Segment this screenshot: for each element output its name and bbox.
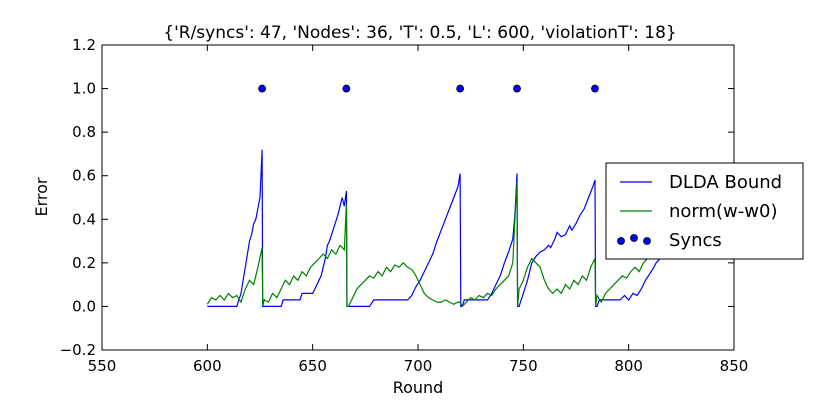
sync-point [456,84,465,93]
sync-point [342,84,351,93]
y-tick-label: 0.6 [72,167,96,185]
legend: DLDA Bound norm(w-w0) Syncs [605,162,804,260]
series-layer [206,84,661,308]
y-tick-label: 0.4 [72,210,96,228]
legend-swatch-dot [617,237,625,245]
legend-label: Syncs [669,230,722,251]
x-tick-label: 800 [614,357,643,375]
x-tick-label: 700 [404,357,433,375]
x-tick-label: 600 [193,357,222,375]
x-tick-label: 550 [88,357,117,375]
x-tick-label: 850 [720,357,749,375]
y-tick-label: −0.2 [60,341,96,359]
sync-point [591,84,599,93]
tick-labels: 550 600 650 700 750 800 850 −0.2 0.0 0.2 0.4 0.6 0.8… [60,36,749,375]
legend-swatch-dot [643,237,651,245]
x-tick-label: 650 [298,357,327,375]
sync-point [513,84,521,93]
series-line-dlda-bound [207,149,661,307]
chart-title: {'R/syncs': 47, 'Nodes': 36, 'T': 0.5, '… [163,23,676,43]
y-tick-label: 0.0 [72,297,96,315]
x-axis-label: Round [393,378,444,397]
x-tick-label: 750 [509,357,538,375]
series-line-norm-w-w0- [206,182,657,308]
y-axis-label: Error [32,177,51,216]
y-tick-label: 1.0 [72,80,96,98]
legend-swatch-dot [630,234,638,242]
y-tick-label: 0.2 [72,254,96,272]
y-tick-label: 0.8 [72,123,96,141]
sync-point [258,84,267,93]
y-tick-label: 1.2 [72,36,96,54]
legend-label: DLDA Bound [669,172,782,193]
legend-label: norm(w-w0) [669,201,777,222]
